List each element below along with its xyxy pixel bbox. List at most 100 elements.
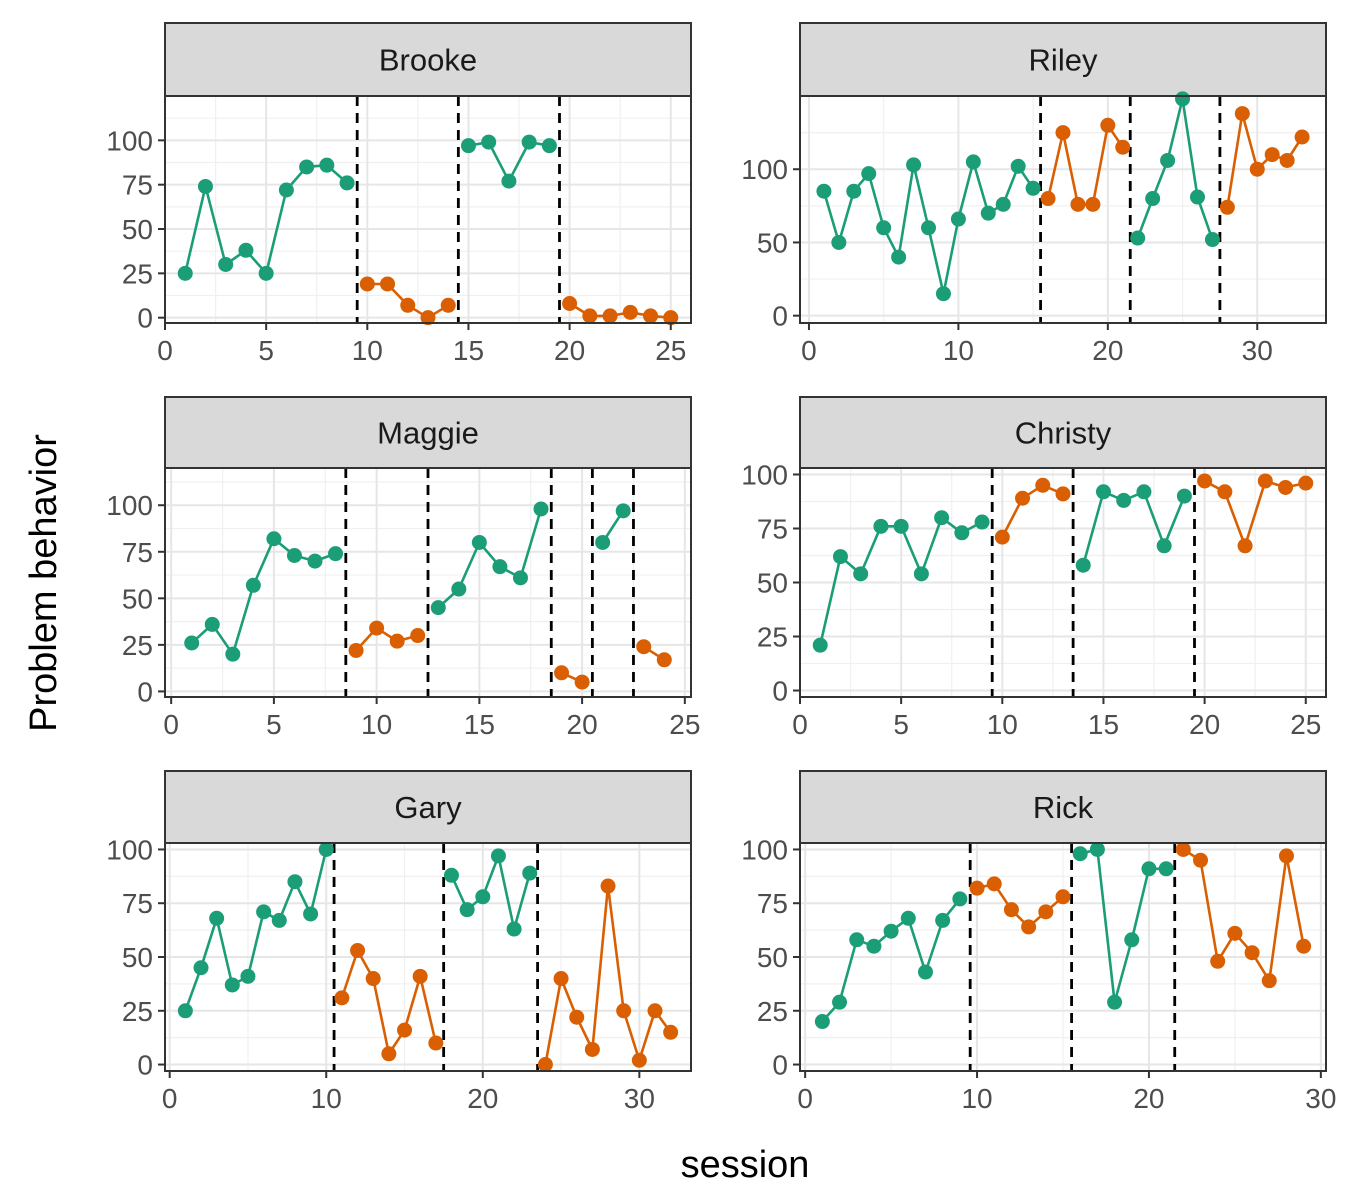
data-point — [1010, 158, 1026, 174]
data-point — [428, 1035, 444, 1051]
data-point — [917, 964, 933, 980]
data-point — [866, 938, 882, 954]
data-point — [481, 134, 497, 150]
data-point — [615, 503, 631, 519]
data-point — [1130, 230, 1146, 246]
data-point — [1015, 490, 1031, 506]
data-point — [1264, 147, 1280, 163]
data-point — [184, 635, 200, 651]
data-point — [1175, 841, 1191, 857]
x-tick-label: 30 — [624, 1083, 655, 1114]
data-point — [512, 570, 528, 586]
panel-border — [799, 95, 1327, 324]
data-point — [225, 646, 241, 662]
data-point — [1298, 475, 1314, 491]
data-point — [1089, 841, 1105, 857]
data-point — [814, 1014, 830, 1030]
data-point — [636, 639, 652, 655]
data-point — [569, 1009, 585, 1025]
data-point — [1107, 994, 1123, 1010]
y-tick-label: 25 — [122, 258, 153, 289]
data-point — [816, 183, 832, 199]
x-tick-label: 10 — [311, 1083, 342, 1114]
data-point — [1210, 953, 1226, 969]
data-point — [339, 175, 355, 191]
data-point — [492, 559, 508, 575]
data-point — [1075, 557, 1091, 573]
plot-background — [165, 96, 691, 323]
strip-label: Christy — [1015, 416, 1112, 451]
x-tick-label: 0 — [792, 709, 808, 740]
data-point — [522, 865, 538, 881]
data-point — [521, 134, 537, 150]
data-point — [369, 620, 385, 636]
panel-brooke: Brooke 0 5 10 15 20 25 0 25 50 75 100 — [106, 22, 692, 366]
data-point — [397, 1022, 413, 1038]
data-point — [812, 637, 828, 653]
x-tick-label: 15 — [453, 335, 484, 366]
data-point — [1158, 861, 1174, 877]
data-point — [1279, 152, 1295, 168]
data-point — [1261, 973, 1277, 989]
x-tick-label: 0 — [162, 1083, 178, 1114]
x-tick-label: 10 — [987, 709, 1018, 740]
data-point — [553, 971, 569, 987]
y-tick-label: 50 — [122, 942, 153, 973]
data-point — [663, 1024, 679, 1040]
data-point — [1197, 473, 1213, 489]
data-point — [218, 256, 234, 272]
data-point — [846, 183, 862, 199]
data-point — [1003, 902, 1019, 918]
data-point — [475, 889, 491, 905]
data-point — [574, 674, 590, 690]
series-line-phase-b — [1182, 848, 1305, 983]
y-tick-label: 75 — [122, 537, 153, 568]
data-point — [245, 577, 261, 593]
data-point — [1055, 889, 1071, 905]
panel-maggie: Maggie 0 5 10 15 20 25 0 25 50 75 100 — [106, 396, 700, 740]
data-point — [204, 616, 220, 632]
data-point — [1244, 945, 1260, 961]
y-tick-label: 25 — [757, 622, 788, 653]
data-point — [278, 182, 294, 198]
data-point — [430, 600, 446, 616]
data-point — [1249, 161, 1265, 177]
x-axis-title: session — [681, 1144, 810, 1186]
x-tick-label: 25 — [655, 335, 686, 366]
data-point — [1234, 106, 1250, 122]
x-tick-label: 15 — [464, 709, 495, 740]
x-tick-label: 5 — [893, 709, 909, 740]
data-point — [965, 154, 981, 170]
data-point — [1204, 232, 1220, 248]
strip-label: Rick — [1033, 790, 1094, 825]
data-point — [1095, 484, 1111, 500]
data-point — [1070, 196, 1086, 212]
data-point — [861, 166, 877, 182]
data-point — [900, 910, 916, 926]
data-point — [1175, 91, 1191, 107]
y-tick-label: 50 — [757, 568, 788, 599]
data-point — [1115, 139, 1131, 155]
y-tick-label: 25 — [122, 630, 153, 661]
y-tick-label: 25 — [122, 996, 153, 1027]
data-point — [913, 566, 929, 582]
data-point — [873, 518, 889, 534]
data-point — [238, 242, 254, 258]
data-point — [1176, 488, 1192, 504]
strip-background — [799, 22, 1327, 97]
strip-label: Brooke — [379, 43, 477, 78]
data-point — [389, 633, 405, 649]
data-point — [420, 310, 436, 326]
x-tick-label: 10 — [352, 335, 383, 366]
x-tick-label: 0 — [157, 335, 173, 366]
data-point — [876, 220, 892, 236]
data-point — [1100, 117, 1116, 133]
y-tick-label: 0 — [137, 303, 153, 334]
data-point — [1278, 848, 1294, 864]
data-point — [318, 841, 334, 857]
data-point — [891, 249, 907, 265]
data-point — [537, 1057, 553, 1073]
x-tick-label: 10 — [361, 709, 392, 740]
data-point — [1035, 477, 1051, 493]
data-point — [533, 501, 549, 517]
